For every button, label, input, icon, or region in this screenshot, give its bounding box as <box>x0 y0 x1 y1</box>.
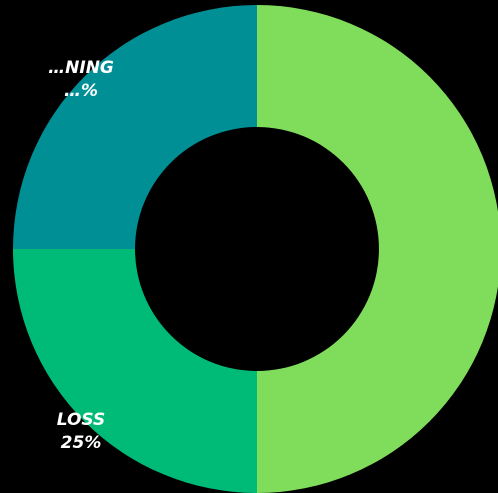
labels-group: LOSS 25% …NING…% <box>48 58 114 453</box>
slices-group <box>13 5 498 493</box>
donut-slice-1 <box>13 249 257 493</box>
donut-slice-0 <box>257 5 498 493</box>
donut-slice-2 <box>13 5 257 249</box>
slice-label-1: LOSS 25% <box>57 410 106 453</box>
slice-label-2: …NING…% <box>48 58 114 101</box>
